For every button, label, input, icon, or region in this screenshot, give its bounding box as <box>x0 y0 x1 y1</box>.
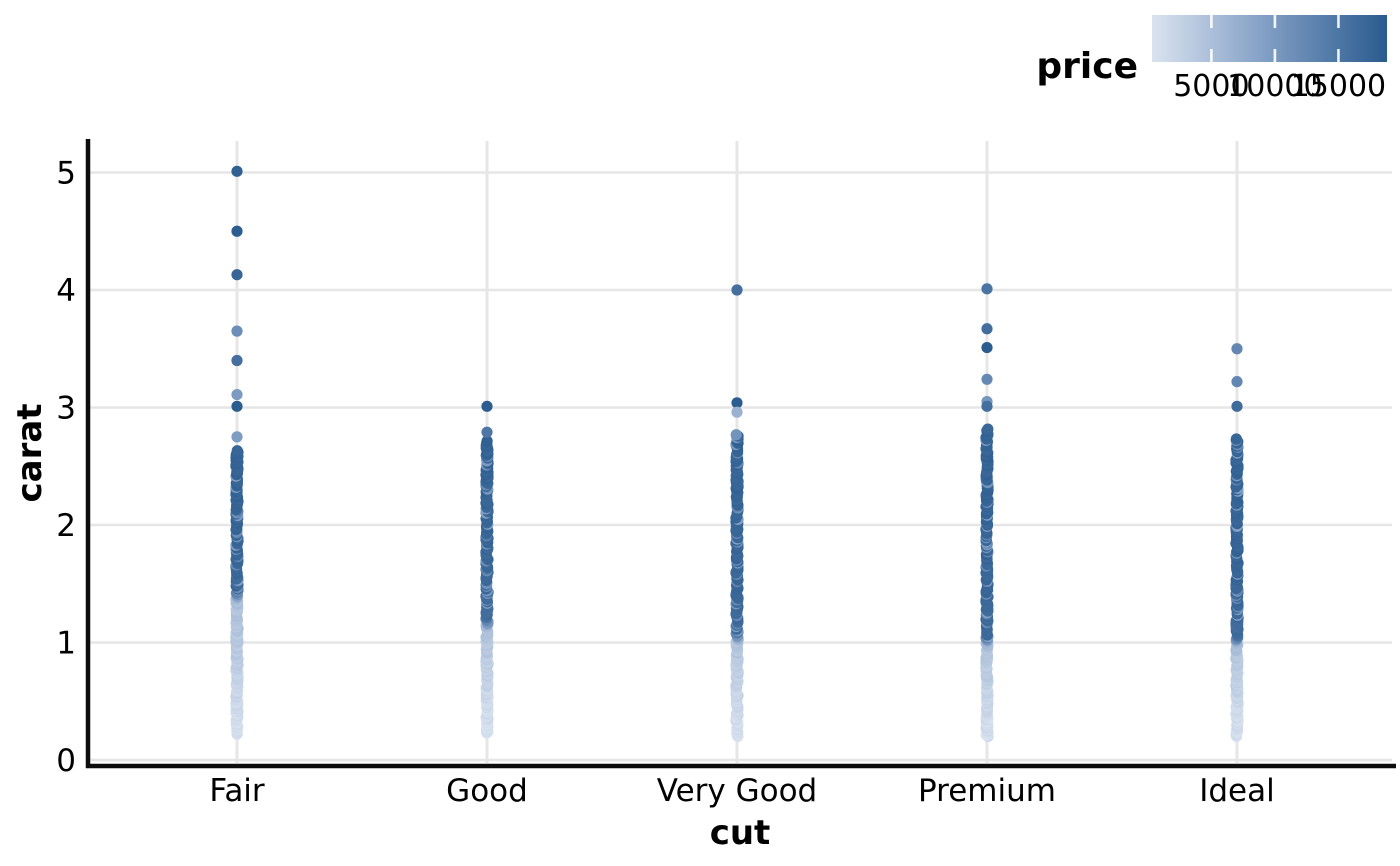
data-point <box>981 400 993 412</box>
colorbar-tick-label: 15000 <box>1291 69 1386 104</box>
x-tick-label: Ideal <box>1199 773 1275 809</box>
y-axis-title: carat <box>10 403 50 503</box>
series-premium <box>980 283 994 743</box>
data-point <box>981 323 993 335</box>
data-point <box>231 269 243 281</box>
y-tick-label: 5 <box>56 156 76 192</box>
y-tick-label: 2 <box>56 508 76 544</box>
colorbar <box>1152 15 1387 62</box>
data-point <box>981 341 993 354</box>
tick-labels: 0 1 2 3 4 5 Fair Good Very Good Premium Ideal <box>56 156 1274 810</box>
data-point <box>731 397 743 409</box>
data-point <box>1231 376 1243 388</box>
data-point <box>231 325 243 337</box>
data-point <box>481 400 493 412</box>
data-point <box>231 354 243 367</box>
data-point <box>1230 433 1242 445</box>
data-point <box>481 435 493 447</box>
y-tick-label: 1 <box>56 626 76 662</box>
data-point <box>731 406 743 418</box>
y-tick-label: 0 <box>56 743 76 779</box>
data-point <box>731 284 743 296</box>
y-tick-label: 4 <box>56 273 76 309</box>
x-tick-label: Premium <box>918 773 1056 809</box>
series-fair <box>230 165 244 740</box>
colorbar-tick-label: 10000 <box>1227 69 1322 104</box>
data-point <box>231 225 243 237</box>
data-point <box>730 429 742 441</box>
data-point <box>1231 400 1243 412</box>
series-good <box>480 400 494 739</box>
data-point <box>982 423 994 435</box>
data-point <box>231 445 243 457</box>
data-point <box>231 400 243 412</box>
x-tick-label: Fair <box>209 773 265 809</box>
data-point <box>1231 343 1243 355</box>
x-axis-title: cut <box>709 813 771 853</box>
legend-title: price <box>1036 46 1138 87</box>
data-point <box>981 283 993 295</box>
data-point <box>231 388 243 401</box>
series-very-good <box>730 284 744 743</box>
x-tick-label: Very Good <box>657 773 817 809</box>
data-point <box>231 165 243 177</box>
series-ideal <box>1230 343 1244 743</box>
data-point <box>231 431 243 443</box>
x-tick-label: Good <box>446 773 528 809</box>
data-point <box>481 426 493 438</box>
y-tick-label: 3 <box>56 391 76 427</box>
data-point <box>981 373 993 385</box>
colorbar-tick-label: 5000 <box>1173 69 1249 104</box>
